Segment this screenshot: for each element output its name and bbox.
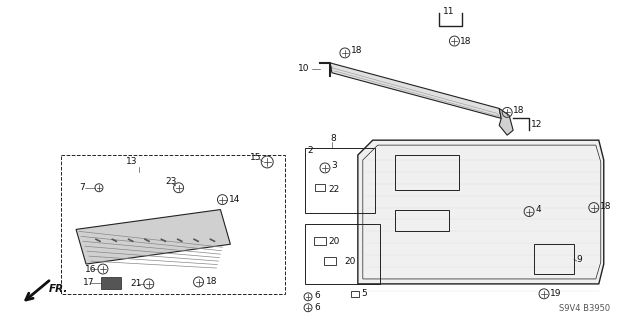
Polygon shape: [330, 63, 501, 118]
Text: 18: 18: [600, 202, 611, 211]
Text: 11: 11: [442, 7, 454, 16]
Bar: [61, 155, 285, 294]
Text: 6: 6: [314, 303, 320, 312]
Text: 18: 18: [460, 37, 472, 46]
Text: 14: 14: [229, 195, 241, 204]
Text: 16: 16: [85, 264, 97, 273]
Text: 20: 20: [344, 256, 355, 266]
Text: 17: 17: [83, 278, 95, 287]
Bar: [395, 210, 449, 231]
Text: 6: 6: [314, 291, 320, 300]
Text: 21: 21: [131, 279, 142, 288]
Bar: [534, 244, 574, 274]
Polygon shape: [76, 210, 230, 264]
Bar: [315, 184, 325, 191]
Polygon shape: [358, 140, 604, 284]
Text: 19: 19: [550, 289, 561, 298]
Text: 12: 12: [531, 120, 543, 129]
Bar: [305, 225, 380, 284]
Bar: [101, 277, 121, 289]
Bar: [314, 237, 326, 245]
Text: 18: 18: [351, 47, 362, 56]
Text: 5: 5: [361, 289, 367, 298]
Text: 20: 20: [328, 237, 339, 246]
Bar: [324, 257, 336, 265]
Text: 4: 4: [535, 205, 541, 214]
Text: 13: 13: [126, 158, 138, 167]
Text: 8: 8: [330, 134, 336, 143]
Text: 23: 23: [166, 177, 177, 186]
Polygon shape: [499, 108, 513, 135]
Text: 18: 18: [205, 278, 217, 286]
Text: 7: 7: [79, 183, 85, 192]
Bar: [305, 148, 375, 212]
Text: 22: 22: [328, 185, 339, 194]
Text: FR.: FR.: [49, 284, 68, 294]
Bar: [351, 291, 359, 297]
Text: S9V4 B3950: S9V4 B3950: [559, 304, 610, 313]
Text: 3: 3: [331, 161, 337, 170]
Text: 18: 18: [513, 106, 525, 115]
Text: 10: 10: [298, 64, 310, 73]
Bar: [395, 155, 460, 190]
Text: 9: 9: [576, 255, 582, 263]
Text: 2: 2: [307, 145, 313, 155]
Text: 15: 15: [250, 152, 262, 161]
